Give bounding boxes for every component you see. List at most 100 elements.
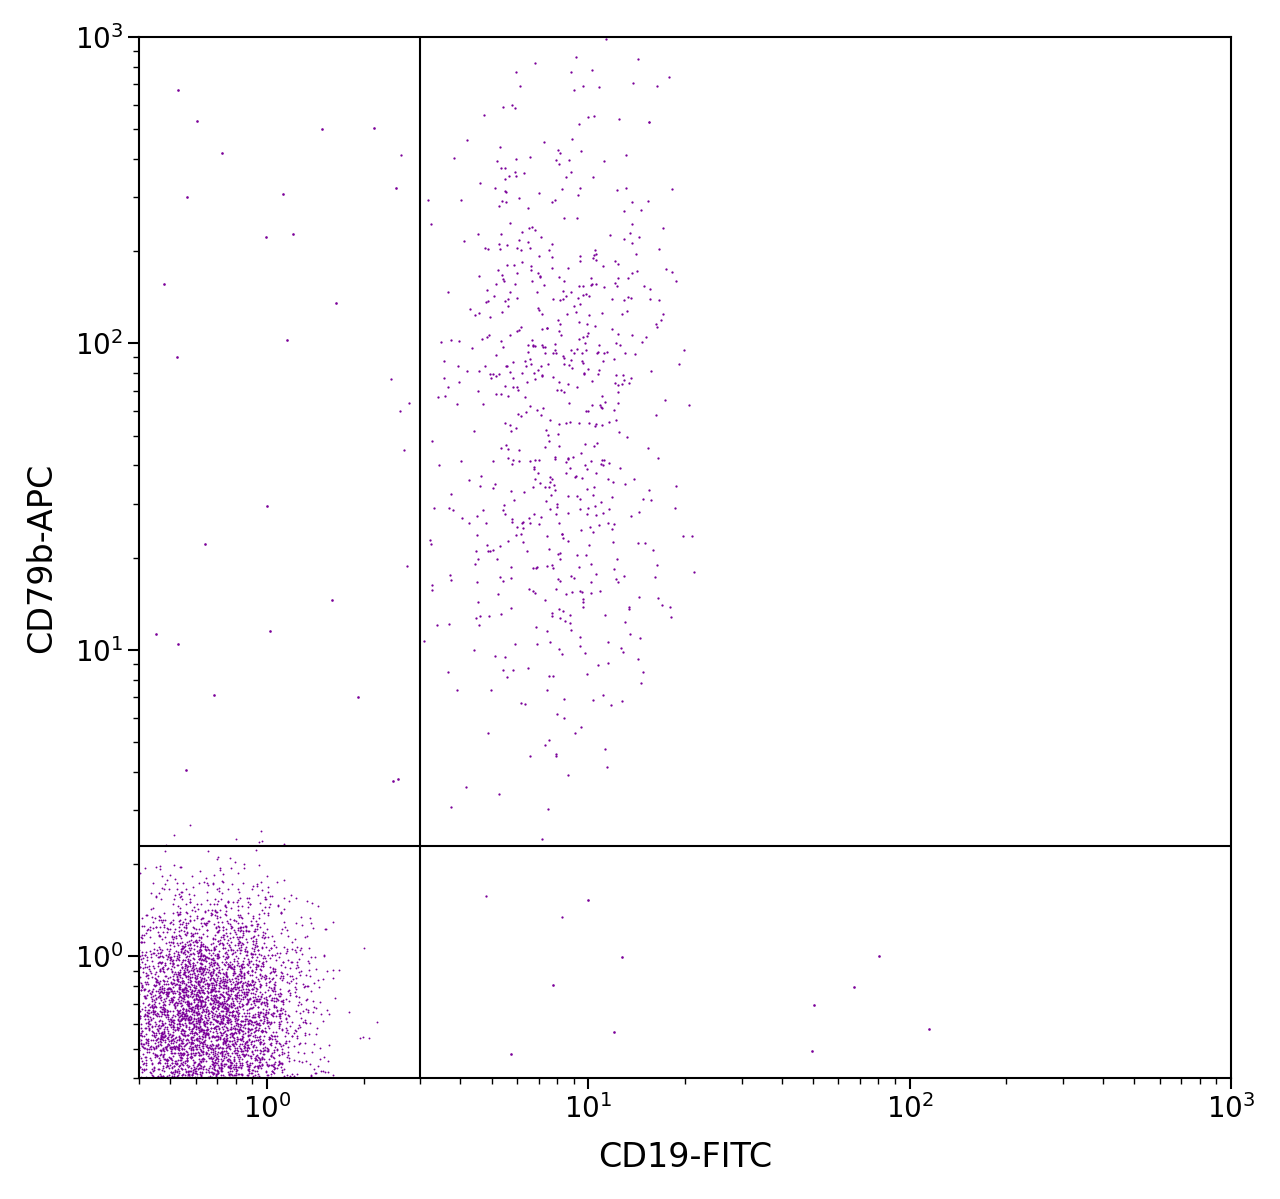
Point: [315, 1079, 335, 1098]
Point: [151, 940, 172, 959]
Point: [180, 927, 201, 946]
Point: [479, 542, 499, 561]
Point: [265, 1116, 285, 1135]
Point: [140, 1062, 160, 1081]
Point: [562, 129, 582, 149]
Point: [184, 990, 205, 1010]
Point: [174, 1043, 195, 1062]
Point: [196, 891, 216, 910]
Point: [285, 1020, 306, 1040]
Point: [212, 972, 233, 992]
Point: [612, 692, 632, 711]
Point: [234, 1018, 255, 1037]
Point: [224, 1140, 244, 1159]
Point: [646, 77, 667, 96]
Point: [467, 549, 488, 568]
Point: [197, 874, 218, 893]
Point: [191, 1138, 211, 1157]
Point: [109, 1055, 129, 1074]
Point: [257, 1012, 278, 1031]
Point: [172, 1011, 192, 1030]
Point: [205, 926, 225, 945]
Point: [250, 982, 270, 1001]
Point: [184, 1097, 205, 1116]
Point: [232, 966, 252, 986]
Point: [116, 1050, 137, 1070]
Point: [264, 1064, 284, 1083]
Point: [175, 918, 196, 938]
Point: [165, 1068, 186, 1087]
Point: [246, 1049, 266, 1068]
Point: [253, 1044, 274, 1064]
Point: [187, 984, 207, 1004]
Point: [228, 1134, 248, 1153]
Point: [205, 1073, 225, 1092]
Point: [156, 922, 177, 941]
Point: [545, 579, 566, 598]
Point: [81, 1035, 101, 1054]
Point: [161, 981, 182, 1000]
Point: [216, 945, 237, 964]
Point: [141, 947, 161, 966]
Point: [234, 1047, 255, 1066]
Point: [228, 929, 248, 948]
Point: [186, 1029, 206, 1048]
Point: [169, 1036, 189, 1055]
Point: [195, 1028, 215, 1047]
Point: [438, 378, 458, 397]
Point: [212, 1070, 233, 1089]
Point: [180, 969, 201, 988]
Point: [234, 1008, 255, 1028]
Point: [538, 526, 558, 546]
Point: [140, 1092, 160, 1111]
Point: [218, 1072, 238, 1091]
Point: [168, 1043, 188, 1062]
Point: [120, 1110, 141, 1129]
Point: [133, 1085, 154, 1104]
Point: [662, 180, 682, 199]
Point: [201, 966, 221, 986]
Point: [115, 975, 136, 994]
Point: [470, 173, 490, 192]
Point: [192, 1062, 212, 1081]
Point: [200, 1004, 220, 1023]
Point: [294, 1034, 315, 1053]
Point: [146, 1024, 166, 1043]
Point: [631, 673, 652, 692]
Point: [250, 1174, 270, 1193]
Point: [215, 1109, 236, 1128]
Point: [180, 1035, 201, 1054]
Point: [179, 996, 200, 1016]
Point: [233, 874, 253, 893]
Point: [173, 873, 193, 892]
Point: [156, 959, 177, 978]
Point: [206, 1012, 227, 1031]
Point: [250, 832, 270, 851]
Point: [608, 269, 628, 288]
Point: [164, 1020, 184, 1040]
Point: [268, 896, 288, 915]
Point: [183, 1002, 204, 1022]
Point: [210, 994, 230, 1013]
Point: [174, 917, 195, 936]
Point: [196, 1109, 216, 1128]
Point: [147, 1092, 168, 1111]
Point: [215, 1034, 236, 1053]
Point: [160, 950, 180, 969]
Point: [191, 1010, 211, 1029]
Point: [188, 972, 209, 992]
Point: [218, 914, 238, 933]
Point: [239, 1060, 260, 1079]
Point: [247, 936, 268, 956]
Point: [151, 1040, 172, 1059]
Point: [232, 1011, 252, 1030]
Point: [157, 1129, 178, 1149]
Point: [196, 1001, 216, 1020]
Point: [224, 1074, 244, 1093]
Point: [202, 1010, 223, 1029]
Point: [156, 933, 177, 952]
Point: [168, 1068, 188, 1087]
Point: [204, 1143, 224, 1162]
Point: [96, 1117, 116, 1137]
Point: [221, 1055, 242, 1074]
